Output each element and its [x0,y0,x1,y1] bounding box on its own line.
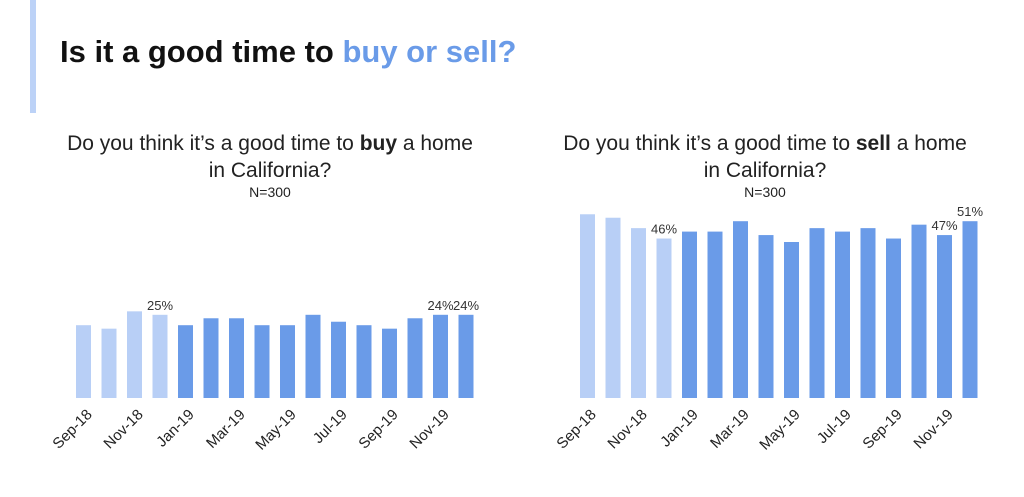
sell-x-tick-label: Jan-19 [657,406,701,450]
sell-bar-Mar-19 [733,221,748,398]
sell-x-tick-label: Nov-18 [604,406,650,452]
sell-bar-Jan-19 [682,231,697,398]
buy-bar-Apr-19 [254,325,270,398]
buy-x-tick-label: Jan-19 [153,406,197,450]
page-title-highlight: buy or sell? [342,34,517,69]
buy-bar-Sep-18 [76,325,91,398]
sell-data-label: 51% [957,204,983,219]
buy-x-tick-label: Mar-19 [203,406,249,452]
sell-data-label: 46% [651,222,677,237]
buy-bar-Oct-18 [101,328,117,398]
sell-chart-plot: Sep-18 Nov-18 46% Jan-19 Mar-19 May-19 Jul-19 S… [553,204,983,453]
sell-bar-Aug-19 [860,228,876,398]
sell-bar-Jun-19 [809,228,825,398]
sell-x-tick-label: Nov-19 [910,406,956,452]
sell-x-tick-label: Sep-18 [553,406,599,452]
sell-x-tick-label: May-19 [756,406,803,453]
buy-x-tick-label: Sep-19 [355,406,401,452]
sell-bar-Nov-19 [937,235,952,398]
sell-bar-Oct-19 [911,224,927,398]
buy-x-tick-label: Sep-18 [49,406,95,452]
buy-bar-Aug-19 [356,325,372,398]
page-title-plain: Is it a good time to [60,34,343,69]
buy-bar-Oct-19 [407,318,423,398]
sell-x-tick-label: Sep-19 [859,406,905,452]
buy-chart: Do you think it’s a good time to buy a h… [30,130,490,497]
buy-data-label: 25% [147,298,173,313]
sell-chart-title: Do you think it’s a good time to sell a … [563,132,967,182]
sell-x-tick-label: Mar-19 [707,406,753,452]
buy-chart-plot: Sep-18 Nov-18 25% Jan-19 Mar-19 May-19 Jul-19 S… [49,298,479,454]
sell-bar-Jul-19 [835,231,850,398]
sell-bar-Nov-18 [631,228,646,398]
buy-bar-Jan-19 [178,325,193,398]
sell-bar-Feb-19 [707,231,723,398]
buy-x-tick-label: May-19 [252,406,299,453]
sell-bar-May-19 [784,242,799,398]
sell-x-tick-label: Jul-19 [814,406,855,447]
sell-bar-Dec-19 [962,221,978,398]
buy-bar-Jun-19 [305,314,321,398]
buy-bar-Nov-19 [433,314,448,398]
buy-bar-Feb-19 [203,318,219,398]
accent-bar [30,0,36,113]
buy-bar-Jul-19 [331,321,346,398]
buy-chart-title: Do you think it’s a good time to buy a h… [67,132,473,182]
sell-data-label: 47% [931,218,957,233]
sell-chart-subtitle: N=300 [744,184,786,200]
buy-bar-May-19 [280,325,295,398]
sell-bar-Apr-19 [758,235,774,398]
buy-bar-Nov-18 [127,311,142,398]
buy-x-tick-label: Nov-19 [406,406,452,452]
buy-bar-Sep-19 [382,328,397,398]
sell-bar-Sep-19 [886,238,901,398]
buy-x-tick-label: Nov-18 [100,406,146,452]
buy-chart-subtitle: N=300 [249,184,291,200]
buy-bar-Mar-19 [229,318,244,398]
buy-data-label: 24% [453,298,479,313]
buy-x-tick-label: Jul-19 [310,406,351,447]
buy-bar-Dec-18 [152,314,168,398]
sell-bar-Sep-18 [580,214,595,398]
sell-chart: Do you think it’s a good time to sell a … [530,130,1000,497]
sell-bar-Oct-18 [605,217,621,398]
page-title: Is it a good time to buy or sell? [60,34,516,70]
buy-bar-Dec-19 [458,314,474,398]
sell-chart-title-bold: sell [855,132,891,155]
sell-bar-Dec-18 [656,238,672,398]
buy-chart-title-bold: buy [359,132,398,155]
buy-data-label: 24% [427,298,453,313]
